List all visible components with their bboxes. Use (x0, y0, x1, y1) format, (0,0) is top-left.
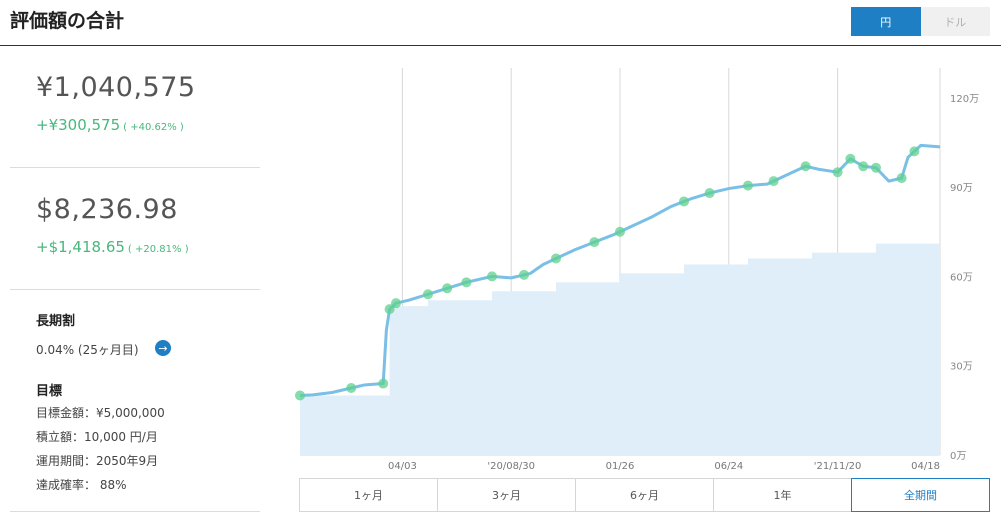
trade-marker-8 (487, 271, 497, 282)
contribution-area (300, 236, 940, 455)
trade-marker-4 (391, 298, 401, 309)
range-tab-2[interactable]: 6ヶ月 (576, 479, 714, 511)
currency-toggle: 円 ドル (851, 7, 990, 36)
y-tick-label-0: 0万 (950, 451, 966, 462)
trade-marker-6 (442, 283, 453, 294)
usd-summary: $8,236.98 +$1,418.65( +20.81% ) (10, 168, 260, 290)
long-term-value: 0.04% (25ヶ月目) (36, 343, 139, 357)
trade-marker-7 (461, 277, 472, 288)
trade-marker-15 (743, 180, 753, 191)
y-tick-label-2: 60万 (950, 272, 973, 283)
trade-marker-5 (423, 289, 433, 300)
yen-total: ¥1,040,575 (36, 72, 196, 103)
yen-gain: +¥300,575( +40.62% ) (36, 116, 184, 134)
info-block: 長期割 0.04% (25ヶ月目) → 目標 目標金額：¥5,000,000 積… (10, 290, 260, 512)
page-title: 評価額の合計 (10, 10, 125, 32)
trade-marker-0 (295, 390, 305, 401)
x-tick-label-4: '21/11/20 (814, 461, 862, 472)
trade-marker-14 (704, 188, 715, 199)
x-tick-label-5: 04/18 (911, 461, 940, 472)
header: 評価額の合計 円 ドル (0, 0, 1001, 46)
currency-dollar-button[interactable]: ドル (920, 7, 990, 36)
y-tick-label-4: 120万 (950, 94, 979, 105)
summary-panel: ¥1,040,575 +¥300,575( +40.62% ) $8,236.9… (10, 46, 260, 520)
y-tick-label-3: 90万 (950, 183, 973, 194)
trade-marker-13 (679, 196, 689, 207)
range-selector: 1ヶ月 3ヶ月 6ヶ月 1年 全期間 (299, 478, 990, 512)
x-tick-label-2: 01/26 (606, 461, 635, 472)
yen-summary: ¥1,040,575 +¥300,575( +40.62% ) (10, 46, 260, 168)
trade-marker-12 (615, 226, 625, 237)
range-tab-3[interactable]: 1年 (714, 479, 852, 511)
x-tick-label-3: 06/24 (714, 461, 743, 472)
range-tab-4[interactable]: 全期間 (851, 478, 990, 512)
goal-period: 運用期間：2050年9月 (36, 454, 159, 468)
yen-gain-amount: +¥300,575 (36, 116, 121, 134)
long-term-heading: 長期割 (36, 314, 76, 329)
trade-marker-16 (768, 176, 779, 187)
arrow-right-icon[interactable]: → (155, 340, 171, 356)
currency-yen-button[interactable]: 円 (851, 7, 921, 36)
trade-marker-23 (909, 146, 920, 157)
trade-marker-9 (519, 269, 529, 280)
trade-marker-20 (858, 161, 869, 172)
usd-gain-percent: ( +20.81% ) (127, 244, 189, 255)
trade-marker-1 (346, 383, 357, 394)
goal-probability: 達成確率： 88% (36, 478, 127, 492)
usd-gain: +$1,418.65( +20.81% ) (36, 238, 189, 256)
trade-marker-10 (551, 253, 561, 264)
goal-amount: 目標金額：¥5,000,000 (36, 406, 165, 420)
yen-gain-percent: ( +40.62% ) (123, 122, 184, 133)
range-tab-0[interactable]: 1ヶ月 (300, 479, 438, 511)
trade-marker-19 (845, 153, 856, 164)
usd-total: $8,236.98 (36, 194, 178, 225)
valuation-chart: 0万 30万 60万 90万 120万 04/03 '20/08/30 01/26 06/24 '… (290, 60, 1001, 475)
goal-heading: 目標 (36, 384, 63, 399)
trade-marker-21 (871, 162, 881, 173)
usd-gain-amount: +$1,418.65 (36, 238, 125, 256)
trade-marker-22 (896, 173, 907, 184)
trade-marker-3 (384, 304, 395, 315)
trade-marker-17 (800, 161, 811, 172)
x-tick-label-1: '20/08/30 (487, 461, 535, 472)
trade-marker-2 (378, 378, 389, 389)
goal-monthly: 積立額：10,000 円/月 (36, 430, 158, 444)
range-tab-1[interactable]: 3ヶ月 (438, 479, 576, 511)
trade-marker-11 (589, 237, 600, 248)
x-tick-label-0: 04/03 (388, 461, 417, 472)
chart-svg: 0万 30万 60万 90万 120万 04/03 '20/08/30 01/26 06/24 '… (295, 68, 979, 472)
trade-marker-18 (832, 167, 843, 178)
y-tick-label-1: 30万 (950, 362, 973, 373)
